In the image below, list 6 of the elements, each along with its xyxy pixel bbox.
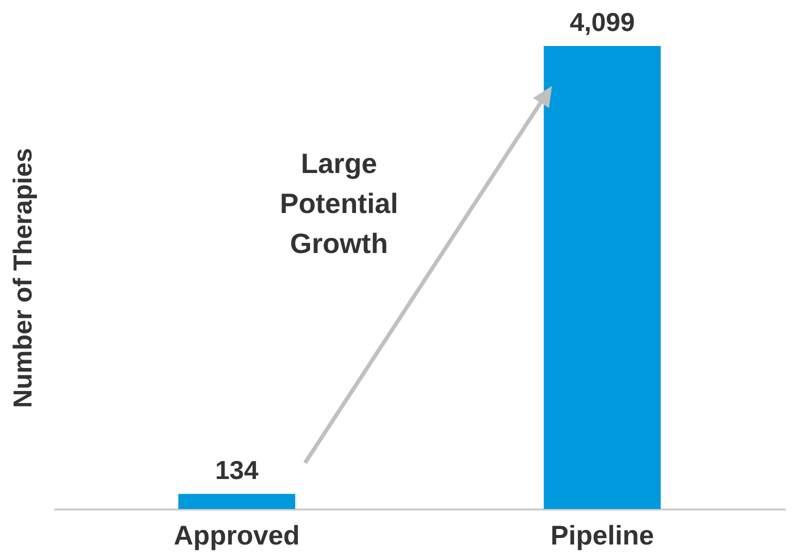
data-label: 4,099 (570, 7, 635, 37)
x-tick-label: Approved (174, 520, 300, 550)
x-tick-label: Pipeline (550, 520, 654, 550)
data-label: 134 (215, 454, 259, 485)
annotation: Large Potential Growth (280, 148, 398, 259)
y-axis-title: Number of Therapies (8, 148, 38, 408)
